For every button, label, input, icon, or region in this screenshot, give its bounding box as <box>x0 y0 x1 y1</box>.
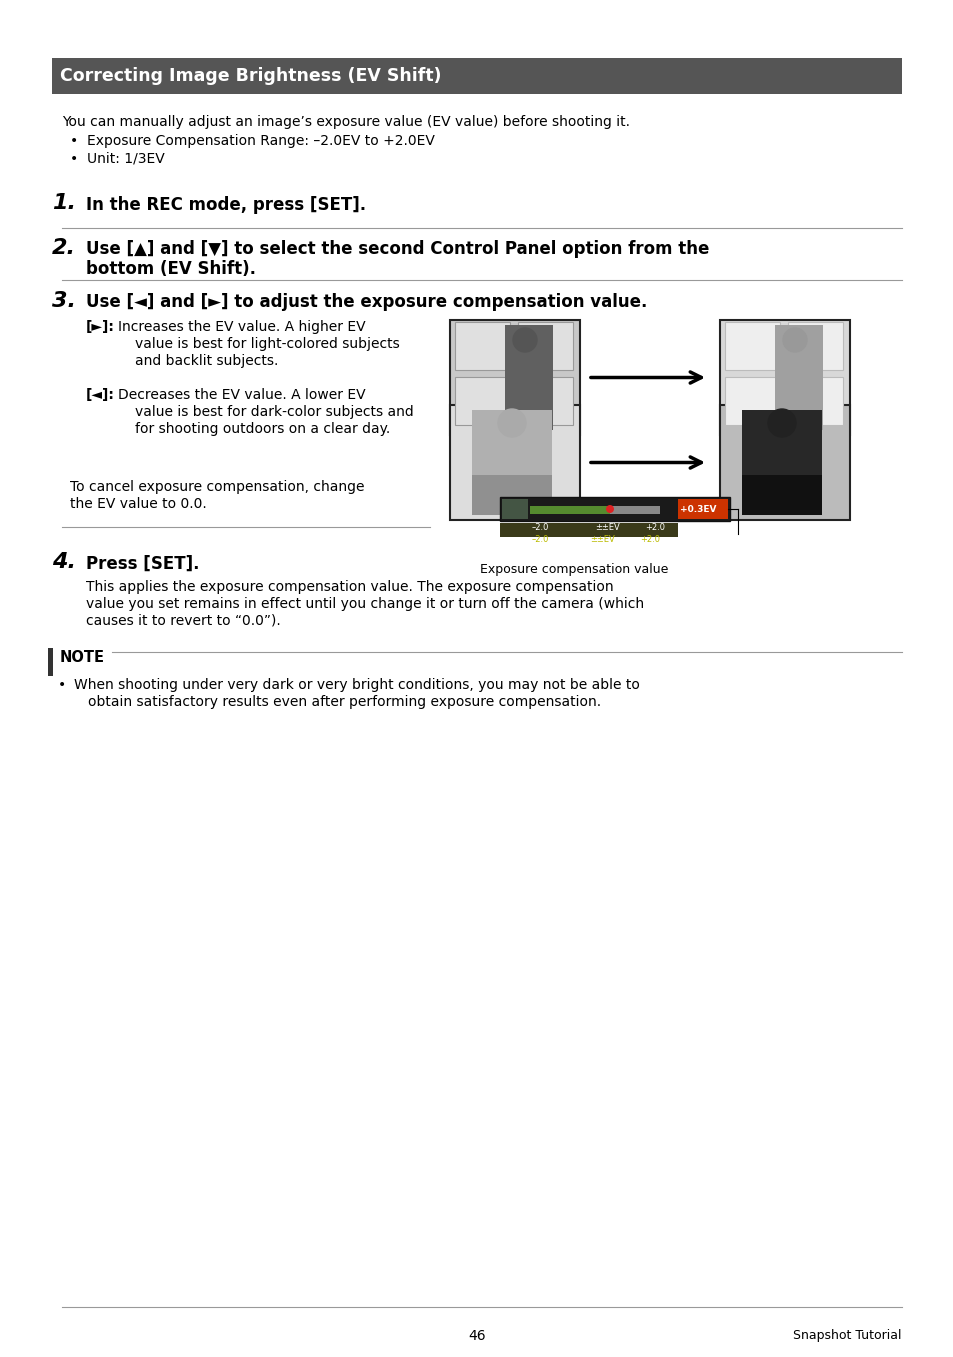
Text: Increases the EV value. A higher EV: Increases the EV value. A higher EV <box>118 320 365 334</box>
Text: +0.3EV: +0.3EV <box>679 506 716 514</box>
Text: Use [▲] and [▼] to select the second Control Panel option from the: Use [▲] and [▼] to select the second Con… <box>86 240 709 258</box>
Text: In the REC mode, press [SET].: In the REC mode, press [SET]. <box>86 195 366 214</box>
Bar <box>499 522 678 537</box>
Bar <box>499 497 729 521</box>
Bar <box>774 324 822 430</box>
Text: Press [SET].: Press [SET]. <box>86 555 199 573</box>
Bar <box>472 410 552 516</box>
Text: 46: 46 <box>468 1329 485 1343</box>
Circle shape <box>497 408 525 437</box>
Text: obtain satisfactory results even after performing exposure compensation.: obtain satisfactory results even after p… <box>88 695 600 708</box>
Bar <box>450 404 579 520</box>
Text: value is best for dark-color subjects and: value is best for dark-color subjects an… <box>135 404 414 419</box>
Text: [►]:: [►]: <box>86 320 114 334</box>
Circle shape <box>605 505 614 513</box>
Bar <box>787 377 842 425</box>
Text: ±±EV: ±±EV <box>589 535 614 544</box>
Text: •  Unit: 1/3EV: • Unit: 1/3EV <box>70 151 165 166</box>
Bar <box>724 322 780 370</box>
Text: 2.: 2. <box>52 237 76 258</box>
Text: When shooting under very dark or very bright conditions, you may not be able to: When shooting under very dark or very br… <box>74 678 639 692</box>
Circle shape <box>513 328 537 351</box>
Bar <box>741 475 821 516</box>
Bar <box>455 322 510 370</box>
Text: Exposure compensation value: Exposure compensation value <box>479 563 668 575</box>
Text: Use [◄] and [►] to adjust the exposure compensation value.: Use [◄] and [►] to adjust the exposure c… <box>86 293 647 311</box>
Bar <box>501 499 527 518</box>
Text: for shooting outdoors on a clear day.: for shooting outdoors on a clear day. <box>135 422 390 436</box>
Circle shape <box>767 408 795 437</box>
Text: Correcting Image Brightness (EV Shift): Correcting Image Brightness (EV Shift) <box>60 66 441 85</box>
Text: value is best for light-colored subjects: value is best for light-colored subjects <box>135 337 399 351</box>
Bar <box>530 506 609 514</box>
Text: To cancel exposure compensation, change: To cancel exposure compensation, change <box>70 480 364 494</box>
Text: •  Exposure Compensation Range: –2.0EV to +2.0EV: • Exposure Compensation Range: –2.0EV to… <box>70 134 435 148</box>
Circle shape <box>782 328 806 351</box>
Text: +2.0: +2.0 <box>644 522 664 532</box>
Text: value you set remains in effect until you change it or turn off the camera (whic: value you set remains in effect until yo… <box>86 597 643 611</box>
Text: +2.0: +2.0 <box>639 535 659 544</box>
Bar <box>741 410 821 516</box>
Bar <box>787 322 842 370</box>
Bar <box>504 324 553 430</box>
Text: and backlit subjects.: and backlit subjects. <box>135 354 278 368</box>
Text: NOTE: NOTE <box>60 650 105 665</box>
Text: causes it to revert to “0.0”).: causes it to revert to “0.0”). <box>86 613 280 628</box>
Text: Decreases the EV value. A lower EV: Decreases the EV value. A lower EV <box>118 388 365 402</box>
Text: [◄]:: [◄]: <box>86 388 114 402</box>
Bar <box>724 377 780 425</box>
Text: the EV value to 0.0.: the EV value to 0.0. <box>70 497 207 512</box>
Text: –2.0: –2.0 <box>532 522 549 532</box>
Bar <box>450 320 579 436</box>
Text: You can manually adjust an image’s exposure value (EV value) before shooting it.: You can manually adjust an image’s expos… <box>62 115 629 129</box>
Bar <box>517 377 573 425</box>
Bar <box>472 475 552 516</box>
Text: This applies the exposure compensation value. The exposure compensation: This applies the exposure compensation v… <box>86 579 613 594</box>
Text: bottom (EV Shift).: bottom (EV Shift). <box>86 261 255 278</box>
Text: –2.0: –2.0 <box>532 535 549 544</box>
Text: 1.: 1. <box>52 193 76 213</box>
Text: ±±EV: ±±EV <box>595 522 619 532</box>
Text: Snapshot Tutorial: Snapshot Tutorial <box>793 1329 901 1342</box>
Bar <box>678 499 727 518</box>
Bar <box>530 506 659 514</box>
Text: •: • <box>58 678 66 692</box>
Bar <box>517 322 573 370</box>
Text: 4.: 4. <box>52 552 76 573</box>
Bar <box>720 320 849 436</box>
Text: 3.: 3. <box>52 290 76 311</box>
Bar <box>455 377 510 425</box>
Bar <box>52 58 901 94</box>
Bar <box>48 649 53 676</box>
Bar <box>720 404 849 520</box>
